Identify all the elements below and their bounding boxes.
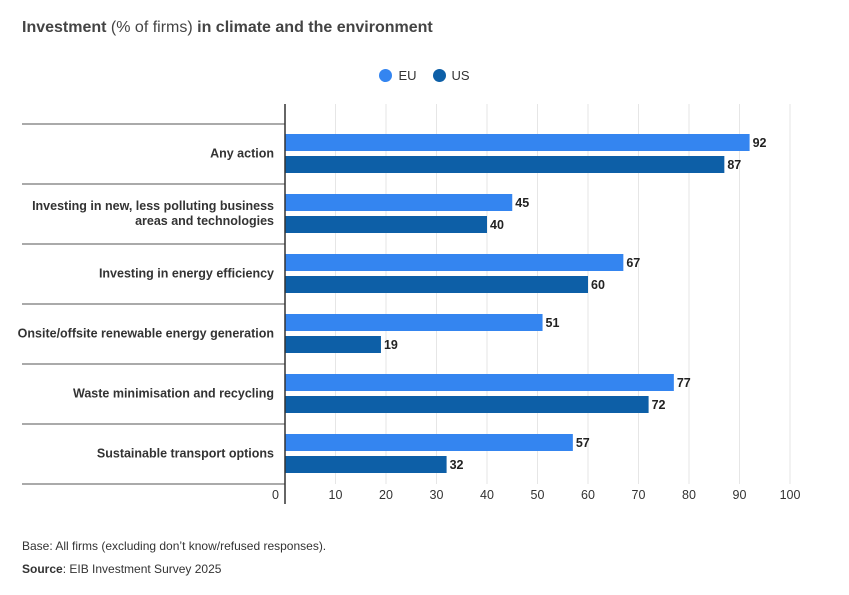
x-tick-label: 90	[733, 488, 747, 502]
x-tick-label: 80	[682, 488, 696, 502]
data-label-us: 87	[727, 158, 741, 172]
bar-us	[285, 396, 649, 413]
bar-eu	[285, 434, 573, 451]
category-label: Investing in new, less polluting busines…	[32, 199, 274, 228]
category-label: Investing in energy efficiency	[98, 266, 274, 281]
data-label-us: 19	[384, 338, 398, 352]
x-tick-label: 60	[581, 488, 595, 502]
data-label-eu: 51	[546, 316, 560, 330]
bar-eu	[285, 314, 543, 331]
bar-us	[285, 456, 447, 473]
source-text: : EIB Investment Survey 2025	[62, 562, 222, 576]
x-tick-label: 100	[780, 488, 801, 502]
category-label: Onsite/offsite renewable energy generati…	[17, 326, 274, 341]
bar-eu	[285, 254, 624, 271]
x-tick-label: 30	[430, 488, 444, 502]
legend-item-eu[interactable]: EU	[379, 68, 417, 83]
bar-us	[285, 216, 487, 233]
data-label-eu: 67	[626, 256, 640, 270]
legend-swatch-us	[432, 69, 446, 82]
legend-label-eu: EU	[398, 68, 417, 83]
x-tick-label: 40	[480, 488, 494, 502]
x-tick-label: 20	[379, 488, 393, 502]
data-label-us: 40	[490, 218, 504, 232]
bar-us	[285, 336, 381, 353]
x-tick-label: 0	[272, 488, 279, 502]
x-tick-label: 50	[531, 488, 545, 502]
bar-us	[285, 156, 725, 173]
title-part-investment: Investment	[22, 19, 107, 36]
category-label: Any action	[210, 146, 274, 161]
bar-us	[285, 276, 588, 293]
data-label-eu: 77	[677, 376, 691, 390]
title-part-percent: (% of firms)	[106, 19, 198, 36]
data-label-us: 32	[450, 458, 464, 472]
category-label: Waste minimisation and recycling	[73, 386, 274, 401]
x-tick-label: 70	[632, 488, 646, 502]
x-tick-label: 10	[329, 488, 343, 502]
data-label-eu: 92	[753, 136, 767, 150]
bar-eu	[285, 134, 750, 151]
legend-item-us[interactable]: US	[432, 68, 470, 83]
data-label-us: 60	[591, 278, 605, 292]
category-label: Sustainable transport options	[96, 446, 274, 461]
data-label-eu: 45	[515, 196, 529, 210]
legend-swatch-eu	[379, 69, 393, 82]
footnote-source: Source: EIB Investment Survey 2025	[22, 562, 221, 576]
chart-title: Investment (% of firms) in climate and t…	[22, 19, 433, 37]
data-label-us: 72	[652, 398, 666, 412]
bar-chart: 92 87 45 40 67 60 51 19 77 72 57 32 0 10 20 30 40 50 60 70 8…	[22, 104, 801, 504]
bar-eu	[285, 194, 513, 211]
bar-eu	[285, 374, 674, 391]
source-label: Source	[22, 562, 63, 576]
legend-label-us: US	[451, 68, 470, 83]
title-part-topic: in climate and the environment	[197, 19, 433, 36]
legend: EU US	[0, 68, 849, 83]
footnote-base: Base: All firms (excluding don’t know/re…	[22, 539, 327, 553]
data-label-eu: 57	[576, 436, 590, 450]
